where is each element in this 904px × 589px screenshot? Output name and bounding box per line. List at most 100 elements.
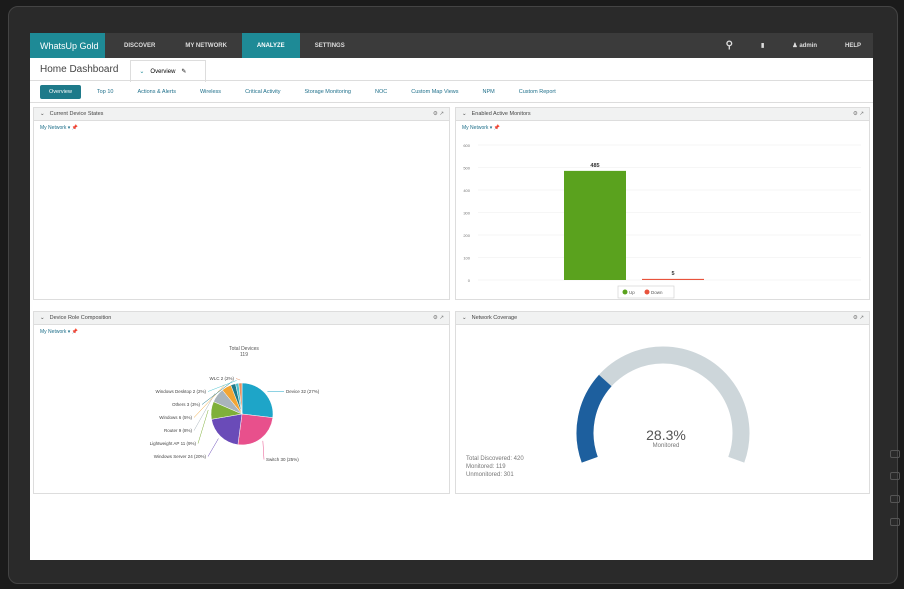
top-nav: WhatsUp Gold DISCOVER MY NETWORK ANALYZE… xyxy=(30,33,873,58)
panel-network-coverage: ⌄ Network Coverage ⚙ ↗ 28.3% Monitored Tot… xyxy=(455,311,870,494)
monitors-bar-chart: 0 100 200 300 400 500 600 485 5 Up Down xyxy=(463,143,861,299)
y-tick-label: 500 xyxy=(463,166,470,171)
tab-custom-report[interactable]: Custom Report xyxy=(518,88,556,95)
pie-label: Lightweight AP 11 (9%) xyxy=(150,441,197,446)
nav-analyze[interactable]: ANALYZE xyxy=(241,33,300,58)
pie-leader-line xyxy=(235,378,241,381)
monitor-button xyxy=(890,495,900,503)
collapse-icon[interactable]: ⌄ xyxy=(462,315,467,321)
monitor-button xyxy=(890,450,900,458)
tab-storage-monitoring[interactable]: Storage Monitoring xyxy=(304,88,351,95)
tab-wireless[interactable]: Wireless xyxy=(199,88,222,95)
pie-leader-line xyxy=(201,381,233,405)
tab-top-10[interactable]: Top 10 xyxy=(96,88,114,95)
page-header: Home Dashboard ⌄ Overview ✎ xyxy=(30,58,873,82)
tab-custom-map-views[interactable]: Custom Map Views xyxy=(411,88,459,95)
monitor-button xyxy=(890,472,900,480)
y-tick-label: 200 xyxy=(463,233,470,238)
dashboard-tabs: Overview Top 10 Actions & Alerts Wireless Cr… xyxy=(30,81,873,103)
collapse-icon[interactable]: ⌄ xyxy=(40,315,45,321)
dashboard-select[interactable]: ⌄ Overview ✎ xyxy=(130,60,207,82)
tile-up[interactable]: 113 Up xyxy=(88,199,127,242)
pie-slice xyxy=(241,382,274,418)
y-tick-label: 0 xyxy=(468,278,471,283)
pie-label: Others 3 (3%) xyxy=(172,402,201,407)
panel-title: Current Device States xyxy=(49,111,104,117)
nav-discover[interactable]: DISCOVER xyxy=(124,42,156,49)
panel-title: Enabled Active Monitors xyxy=(471,111,531,117)
legend-label-down: Down xyxy=(651,290,663,295)
pie-leader-line xyxy=(193,393,216,431)
settings-icon[interactable]: ⚙ ↗ xyxy=(432,111,444,117)
user-icon: ♟ xyxy=(792,43,798,49)
y-tick-label: 100 xyxy=(463,256,470,261)
pie-leader-line xyxy=(262,440,265,460)
tile-down[interactable]: 3 Down xyxy=(231,199,255,242)
edit-icon[interactable]: ✎ xyxy=(181,69,187,75)
legend-marker xyxy=(622,289,628,295)
tab-critical-activity[interactable]: Critical Activity xyxy=(245,88,281,95)
network-selector[interactable]: My Network ▾ 📌 xyxy=(40,329,78,335)
panel-device-roles: ⌄ Device Role Composition ⚙ ↗ My Network ▾… xyxy=(33,311,450,494)
tab-overview[interactable]: Overview xyxy=(40,84,81,99)
pie-label: Router 9 (8%) xyxy=(164,428,193,433)
device-role-pie: Device 32 (27%) Switch 30 (25%) Windows Se… xyxy=(150,376,320,462)
monitor-button xyxy=(890,518,900,526)
panel-active-monitors: ⌄ Enabled Active Monitors ⚙ ↗ My Network ▾… xyxy=(455,107,870,300)
settings-icon[interactable]: ⚙ ↗ xyxy=(852,315,864,321)
network-selector[interactable]: My Network ▾ 📌 xyxy=(462,125,500,131)
bar-down xyxy=(642,278,704,280)
pie-slice xyxy=(237,413,274,446)
legend-marker xyxy=(644,289,650,295)
tile-maintenance[interactable]: 0 Maintenance xyxy=(353,199,406,242)
search-icon[interactable]: ⚲ xyxy=(725,40,733,51)
pie-label: WLC 2 (2%) xyxy=(209,376,234,381)
nav-my-network[interactable]: MY NETWORK xyxy=(185,42,227,49)
tab-actions-alerts[interactable]: Actions & Alerts xyxy=(137,88,176,95)
coverage-stats: Total Discovered: 420 Monitored: 119 Unmon… xyxy=(466,456,524,478)
collapse-icon[interactable]: ⌄ xyxy=(40,111,45,117)
coverage-gauge xyxy=(576,346,750,463)
pie-label: Windows Server 24 (20%) xyxy=(154,454,207,459)
chevron-down-icon: ⌄ xyxy=(139,69,145,75)
bar-value-label: 5 xyxy=(671,271,674,277)
tab-noc[interactable]: NOC xyxy=(375,88,388,95)
pie-slice xyxy=(238,382,243,415)
pie-leader-line xyxy=(193,384,226,418)
pie-slice xyxy=(211,413,243,446)
pie-label: Windows Desktop 2 (2%) xyxy=(155,389,206,394)
dashboard-select-value: Overview xyxy=(150,68,176,75)
settings-icon[interactable]: ⚙ ↗ xyxy=(432,315,444,321)
total-devices: Total Devices 119 xyxy=(229,346,259,358)
pie-leader-line xyxy=(207,438,219,457)
y-tick-label: 400 xyxy=(463,188,470,193)
logo: WhatsUp Gold xyxy=(30,33,105,58)
notification-icon[interactable]: ▮ xyxy=(760,43,765,49)
panel-device-states: ⌄ Current Device States ⚙ ↗ My Network ▾ 📌… xyxy=(33,107,450,300)
nav-settings[interactable]: SETTINGS xyxy=(314,42,345,49)
y-tick-label: 600 xyxy=(463,143,470,148)
bar-value-label: 485 xyxy=(590,163,599,169)
legend-label-up: Up xyxy=(629,290,635,295)
pie-label: Switch 30 (25%) xyxy=(266,457,299,462)
screen: WhatsUp Gold DISCOVER MY NETWORK ANALYZE… xyxy=(30,33,873,560)
user-name: admin xyxy=(799,43,817,49)
coverage-label: Monitored xyxy=(652,443,680,449)
collapse-icon[interactable]: ⌄ xyxy=(462,111,467,117)
help-link[interactable]: HELP xyxy=(844,42,861,49)
network-selector[interactable]: My Network ▾ 📌 xyxy=(40,125,78,131)
pie-label: Windows 6 (5%) xyxy=(159,415,192,420)
coverage-percent: 28.3% xyxy=(646,427,686,443)
y-tick-label: 300 xyxy=(463,211,470,216)
page-title: Home Dashboard xyxy=(40,63,119,75)
pie-leader-line xyxy=(197,409,209,444)
pie-label: Device 32 (27%) xyxy=(286,389,320,394)
settings-icon[interactable]: ⚙ ↗ xyxy=(852,111,864,117)
panel-title: Device Role Composition xyxy=(49,315,112,321)
user-menu[interactable]: ♟ admin xyxy=(792,42,817,49)
gauge-fill xyxy=(576,374,612,463)
panel-title: Network Coverage xyxy=(471,315,518,321)
pie-leader-line xyxy=(207,380,237,392)
tab-npm[interactable]: NPM xyxy=(482,88,495,95)
bar-up xyxy=(564,170,626,280)
